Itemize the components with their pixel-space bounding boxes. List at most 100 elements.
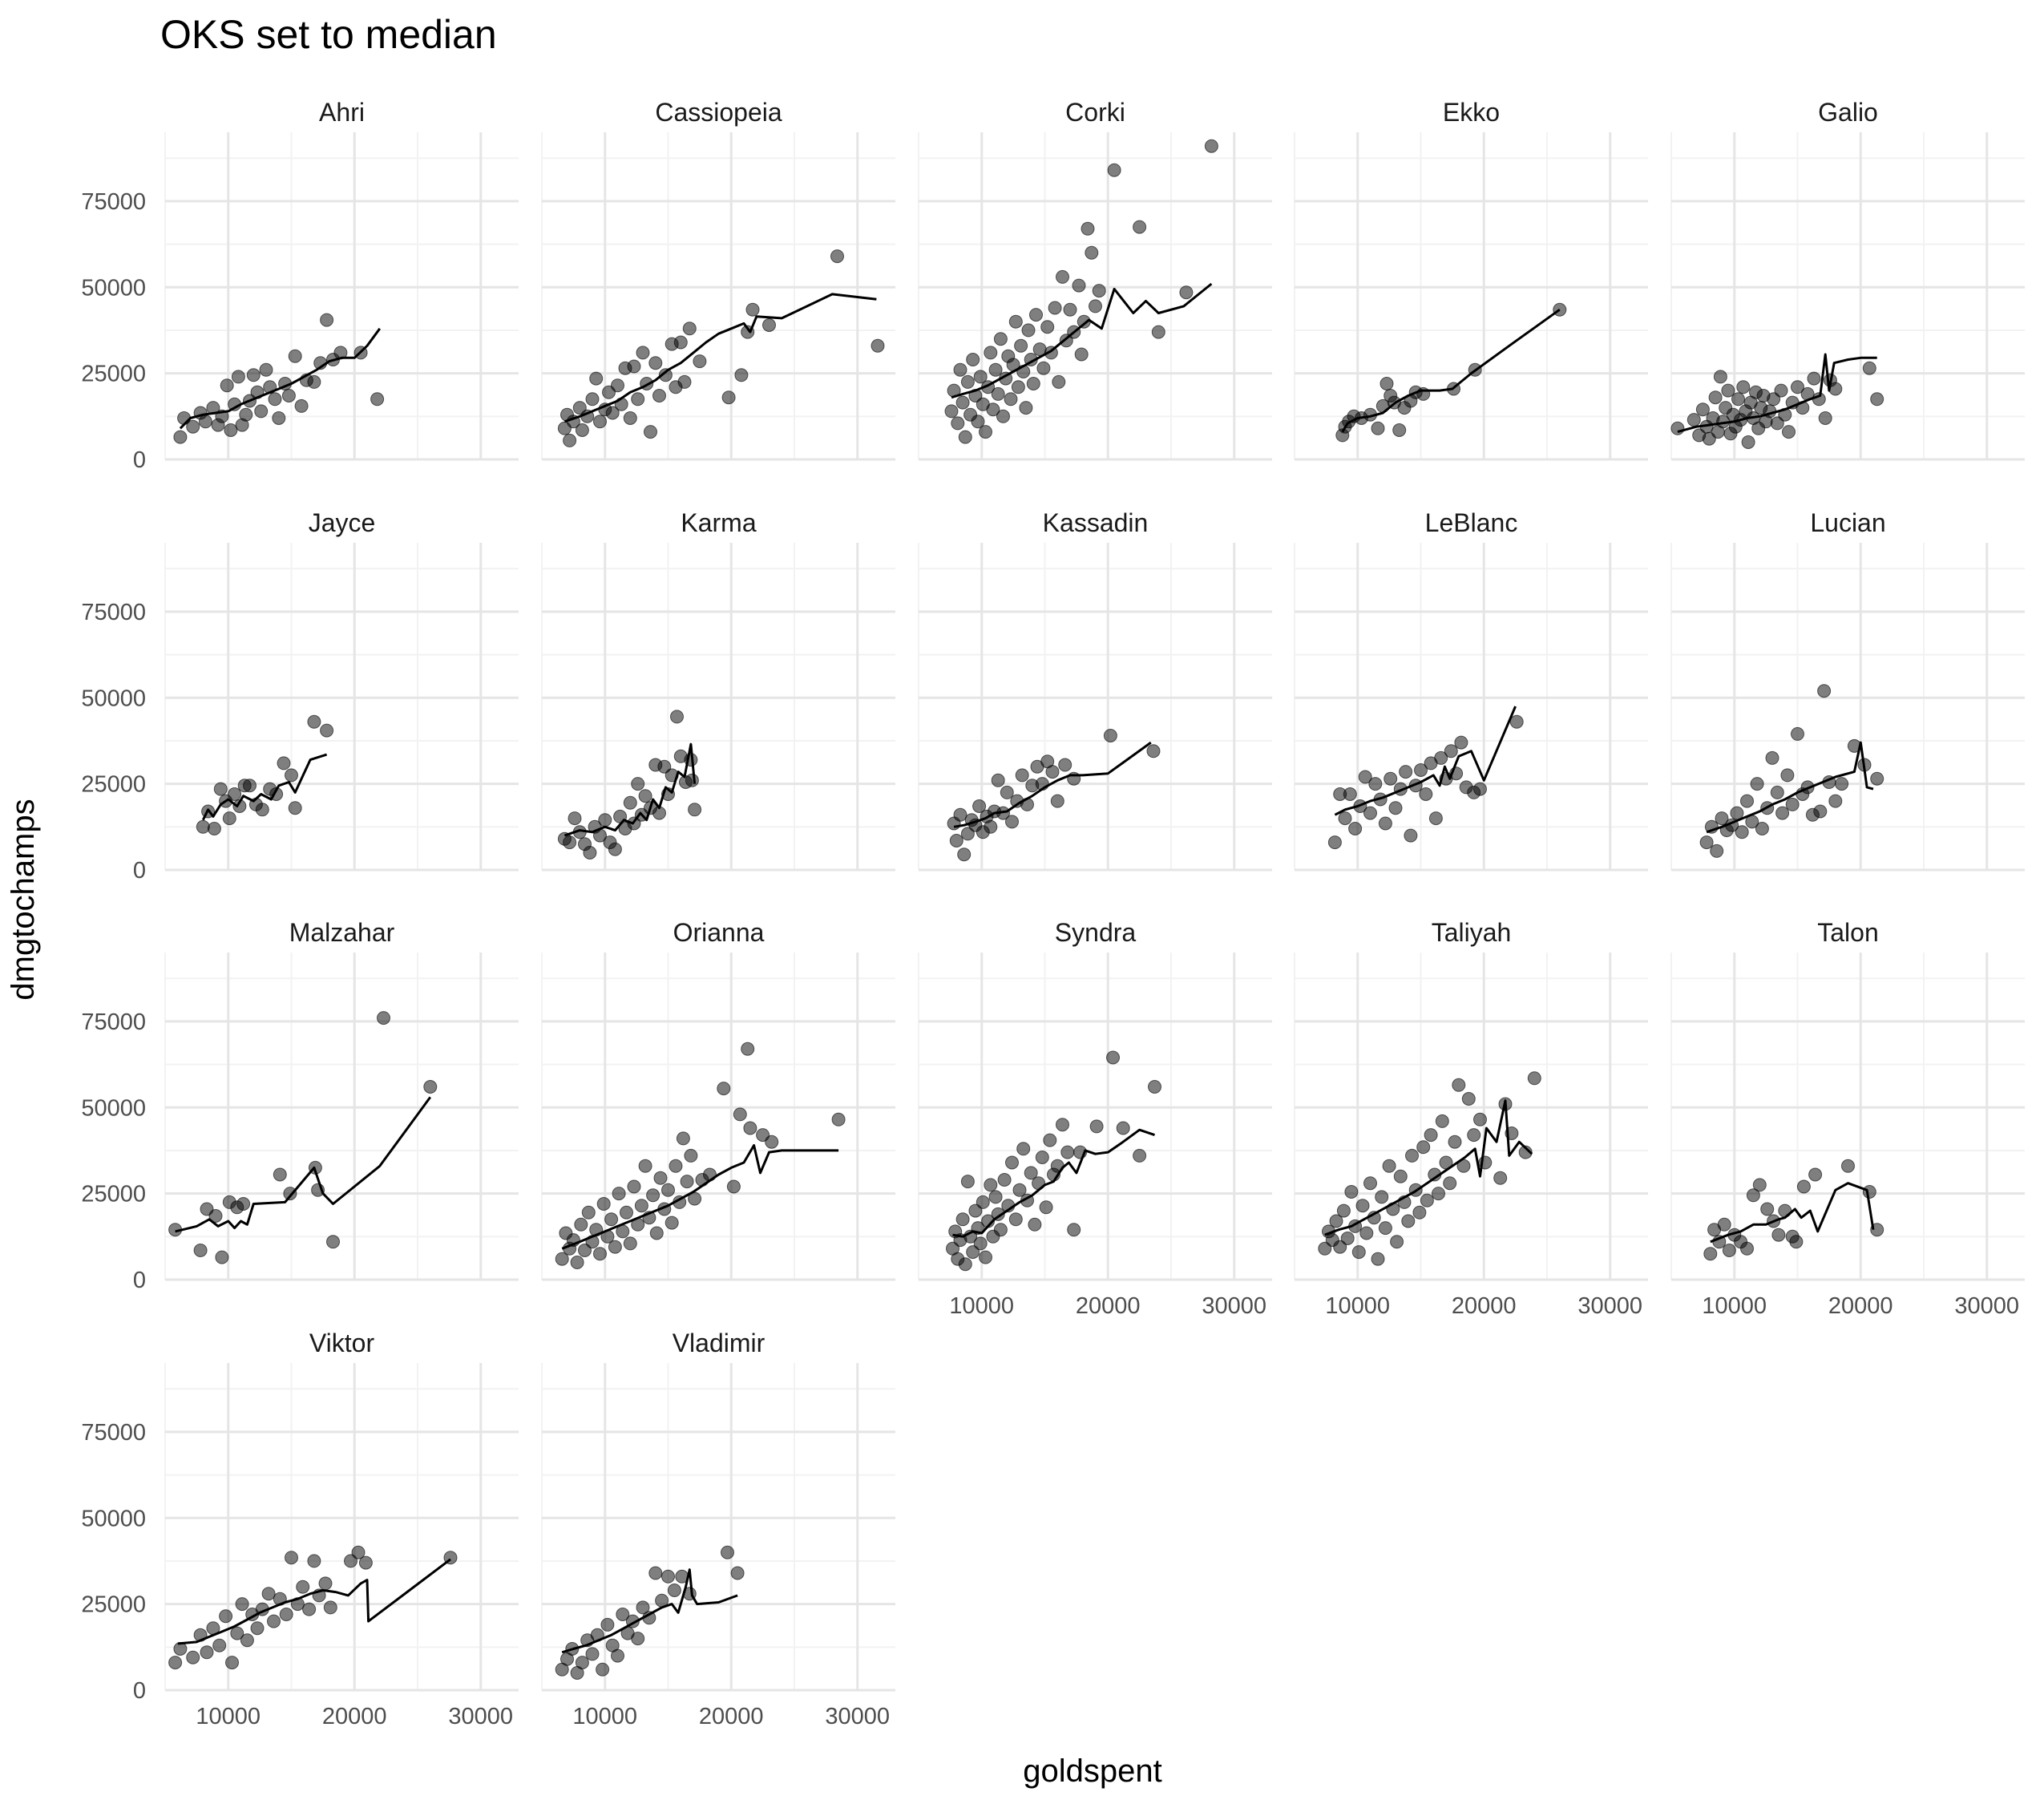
data-point <box>1443 1176 1457 1191</box>
data-point <box>1699 835 1714 850</box>
data-point <box>213 782 228 796</box>
data-point <box>676 1131 690 1146</box>
data-point <box>765 1135 779 1149</box>
data-point <box>984 346 998 360</box>
facet-cassiopeia: Cassiopeia <box>541 98 895 461</box>
data-point <box>1780 768 1795 783</box>
data-point <box>991 1207 1005 1221</box>
data-point <box>1336 1203 1351 1218</box>
data-point <box>193 1244 208 1257</box>
series-line <box>561 1568 738 1654</box>
data-point <box>1424 1128 1438 1143</box>
data-point <box>1103 729 1117 742</box>
data-point <box>958 1257 972 1272</box>
x-tick-label: 10000 <box>1325 1293 1390 1319</box>
data-point <box>762 318 776 332</box>
data-point <box>1035 1151 1049 1164</box>
y-tick-label: 25000 <box>81 772 146 798</box>
data-point <box>1808 1167 1823 1182</box>
data-point <box>743 1121 757 1135</box>
data-point <box>646 1188 660 1203</box>
data-point <box>168 1656 183 1670</box>
y-tick-label: 50000 <box>81 275 146 301</box>
data-point <box>1448 1135 1462 1149</box>
y-tick-label: 25000 <box>81 1182 146 1207</box>
data-point <box>1473 782 1487 796</box>
facet-label-talon: Talon <box>1817 918 1879 947</box>
data-point <box>968 1203 983 1218</box>
facet-jayce: Jayce 0 25000 50000 75000 <box>81 508 519 884</box>
data-point <box>230 1626 244 1640</box>
data-point <box>1388 801 1403 815</box>
y-tick-label: 75000 <box>81 600 146 625</box>
data-point <box>984 819 998 834</box>
data-point <box>1375 1190 1389 1204</box>
data-point <box>1390 1235 1404 1249</box>
data-point <box>648 1566 663 1580</box>
data-point <box>1179 285 1194 300</box>
data-point <box>670 710 684 724</box>
data-point <box>1340 1232 1355 1245</box>
data-point <box>1755 822 1769 835</box>
data-point <box>631 392 645 407</box>
data-point <box>1817 684 1832 698</box>
data-point <box>730 1566 745 1580</box>
data-point <box>254 404 269 419</box>
data-point <box>1752 1178 1767 1192</box>
data-point <box>1710 843 1724 858</box>
data-point <box>976 1195 990 1209</box>
data-point <box>1371 421 1385 435</box>
data-point <box>1378 1221 1392 1236</box>
x-tick-label: 20000 <box>322 1704 387 1729</box>
data-point <box>1382 1159 1396 1173</box>
series-line <box>177 1558 451 1645</box>
data-point <box>555 1252 569 1266</box>
data-point <box>268 392 282 407</box>
data-point <box>1870 392 1884 407</box>
data-point <box>996 409 1010 423</box>
data-point <box>593 415 607 429</box>
data-point <box>1379 377 1394 390</box>
data-point <box>616 1608 630 1621</box>
data-point <box>604 1212 619 1227</box>
data-point <box>966 353 980 366</box>
data-point <box>215 1250 229 1264</box>
data-point <box>1736 380 1751 394</box>
data-point <box>993 1223 1008 1237</box>
x-tick-label: 20000 <box>699 1704 764 1729</box>
data-point <box>979 1250 992 1264</box>
facet-label-corki: Corki <box>1065 98 1125 127</box>
data-point <box>1333 1240 1347 1254</box>
data-point <box>1011 380 1025 394</box>
data-point <box>612 1187 626 1201</box>
data-point <box>288 349 302 363</box>
data-point <box>1338 811 1352 826</box>
data-point <box>281 389 296 402</box>
data-point <box>1358 770 1372 784</box>
data-point <box>318 1576 333 1591</box>
data-point <box>1015 768 1029 783</box>
y-tick-label: 50000 <box>81 1095 146 1121</box>
data-point <box>953 362 967 377</box>
data-point <box>212 1638 227 1652</box>
data-point <box>1355 1199 1370 1213</box>
x-tick-label: 10000 <box>196 1704 261 1729</box>
data-point <box>830 249 844 264</box>
data-point <box>572 401 587 415</box>
data-point <box>186 1650 200 1664</box>
series-line <box>175 1096 432 1233</box>
data-point <box>285 768 298 783</box>
data-point <box>1107 163 1121 177</box>
data-point <box>1708 390 1723 405</box>
data-point <box>578 1244 592 1257</box>
data-point <box>1351 1245 1366 1260</box>
data-point <box>200 1645 214 1660</box>
data-point <box>1024 1166 1038 1180</box>
data-point <box>1835 777 1849 791</box>
data-point <box>1081 221 1095 236</box>
data-point <box>988 362 1003 377</box>
data-point <box>944 404 959 419</box>
x-tick-label: 10000 <box>1702 1293 1767 1319</box>
data-point <box>1045 765 1060 779</box>
data-point <box>240 1633 254 1648</box>
